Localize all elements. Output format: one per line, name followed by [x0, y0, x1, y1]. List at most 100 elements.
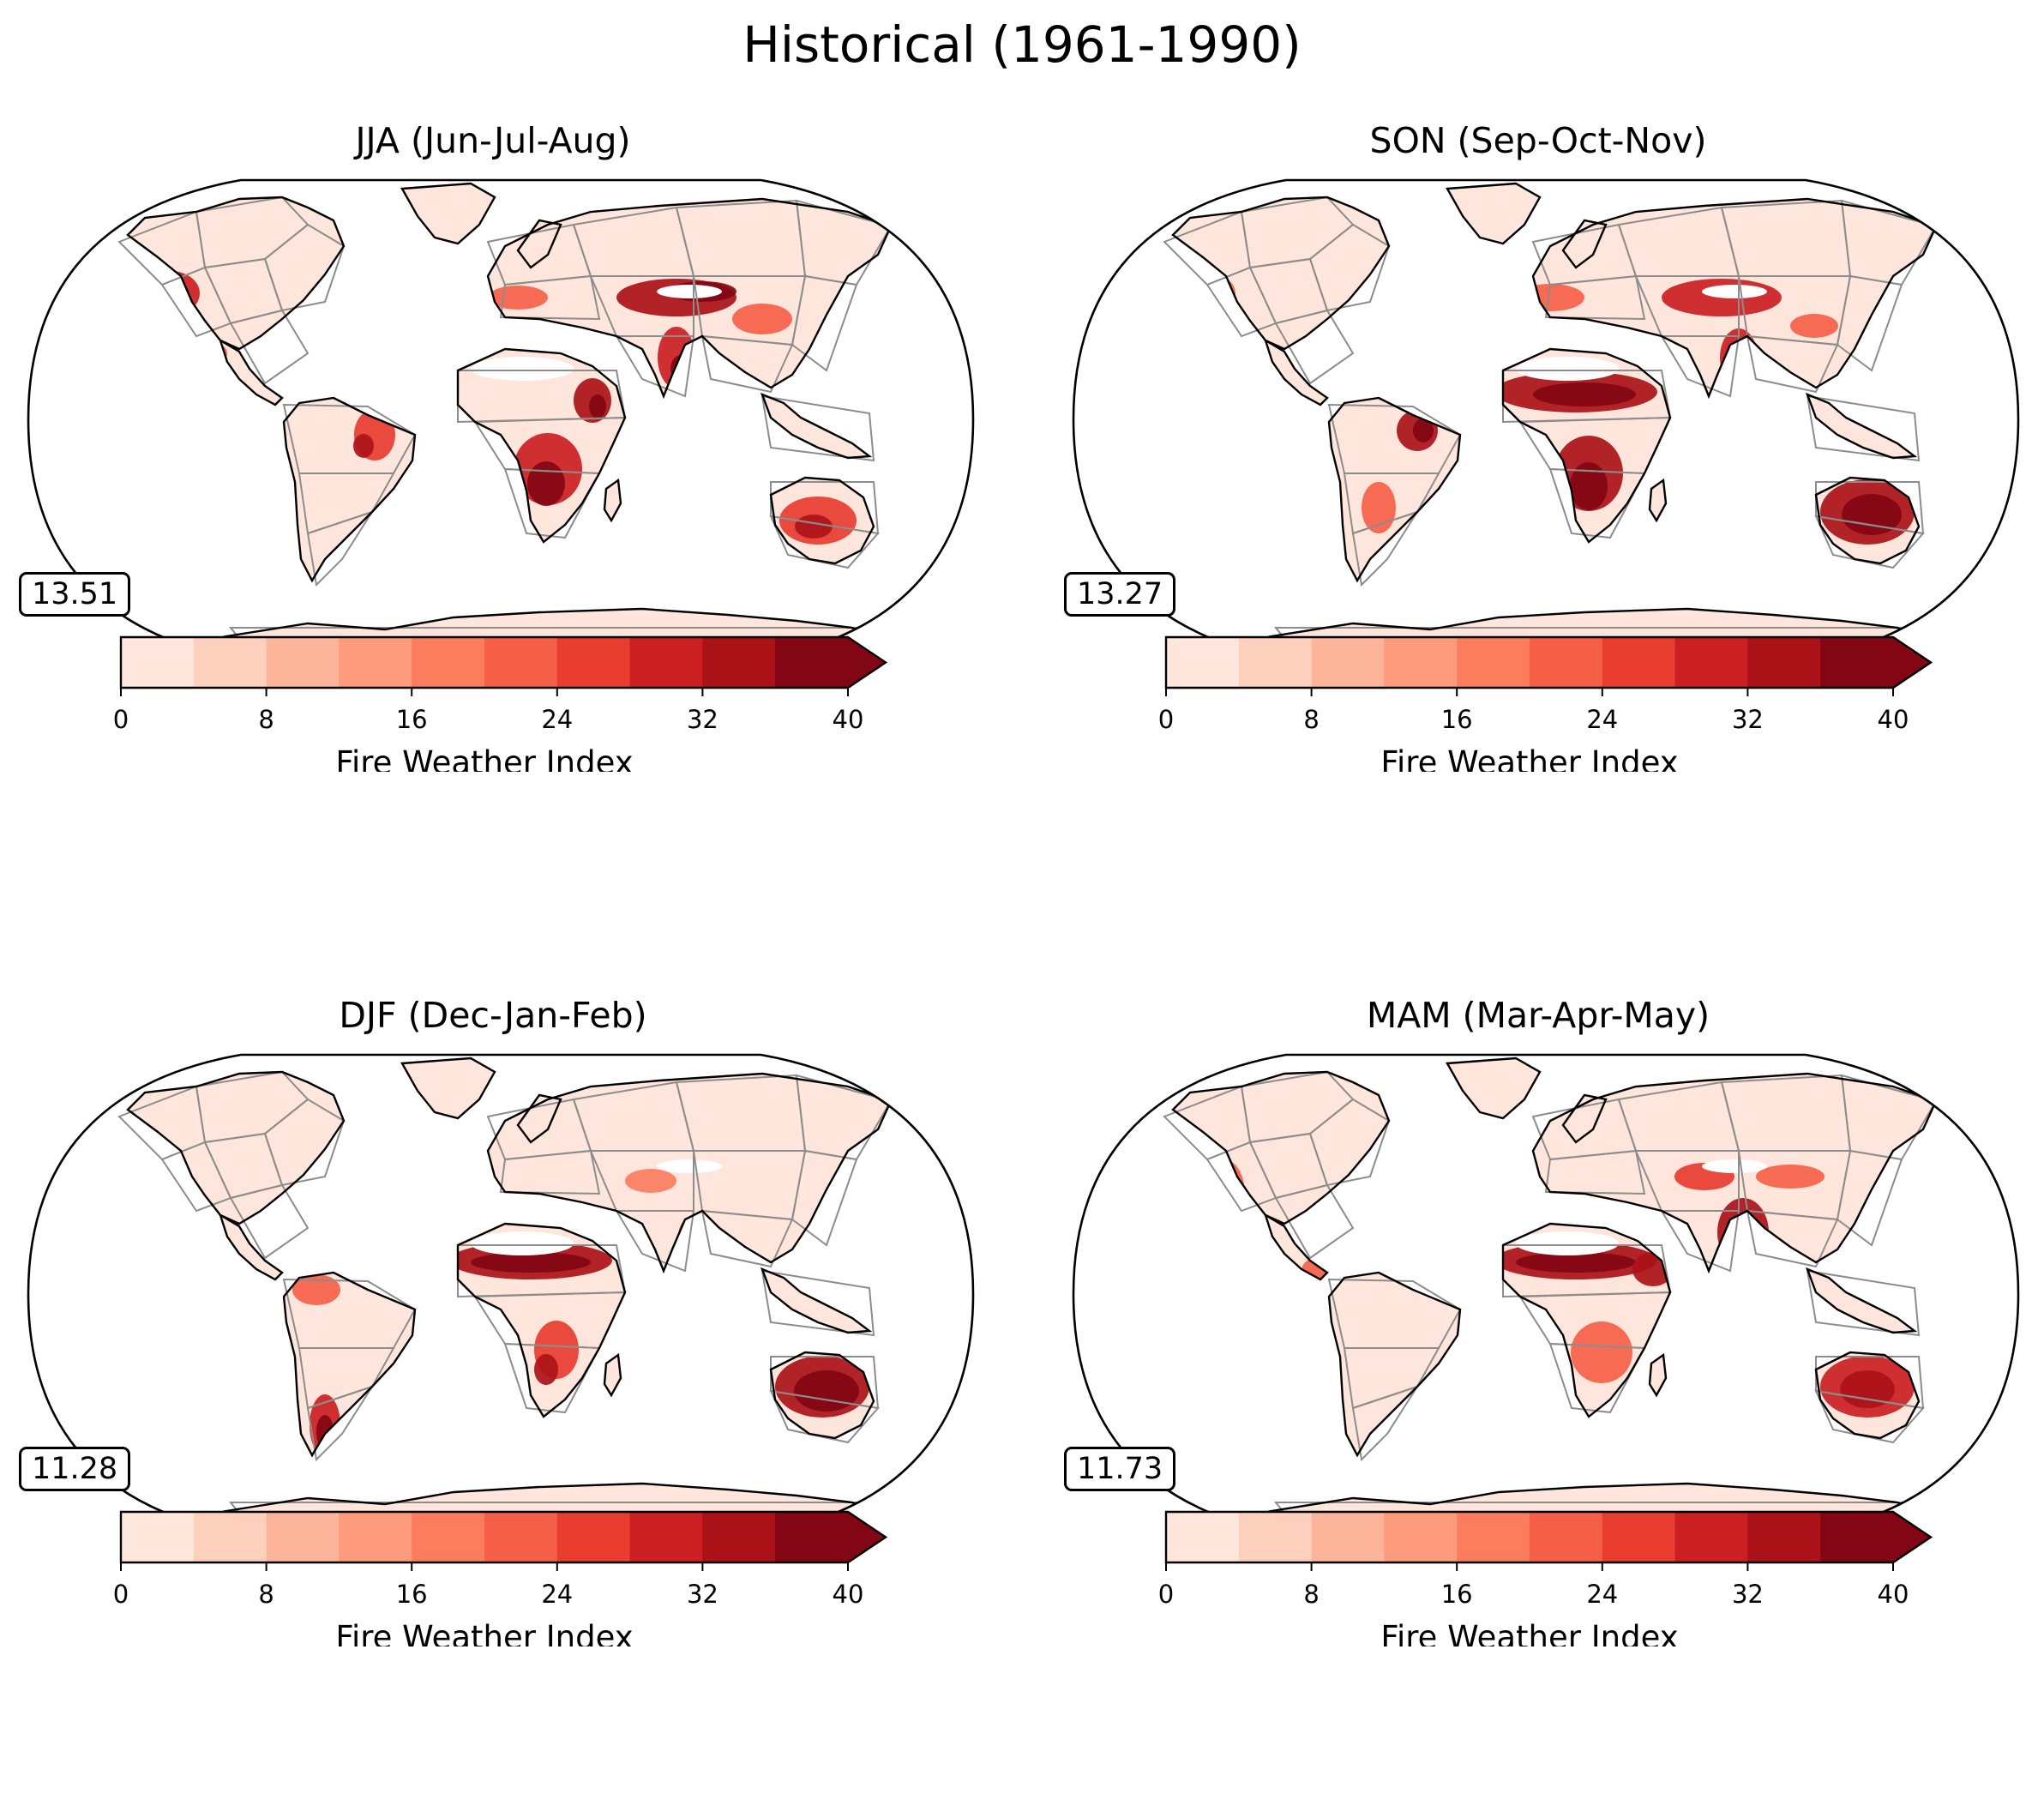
- colorbar-tick-label: 16: [396, 705, 428, 734]
- coastline: [126, 1070, 346, 1225]
- colorbar-tick-label: 24: [1586, 1580, 1618, 1609]
- coastline: [760, 1267, 873, 1334]
- global-mean-label: 11.73: [1064, 1447, 1176, 1491]
- land-scandinavia: [1563, 1095, 1606, 1142]
- colorbar: 0 8 16 24 32 40 Fire Weather Index: [113, 1510, 888, 1646]
- fwi-hotspot: [1362, 482, 1396, 533]
- coastline: [1171, 196, 1391, 351]
- fwi-hotspot: [1533, 382, 1636, 406]
- coastline: [1648, 1352, 1668, 1398]
- coastline: [1805, 392, 1918, 460]
- colorbar: 0 8 16 24 32 40 Fire Weather Index: [113, 635, 888, 772]
- nodata-sahara: [471, 357, 574, 381]
- coastline: [486, 1072, 893, 1274]
- fwi-hotspot: [794, 1370, 859, 1412]
- region-boundary: [306, 1385, 375, 1462]
- region-boundary: [1836, 274, 1903, 372]
- fwi-hotspot: [534, 1354, 558, 1385]
- colorbar-tick-label: 16: [1441, 1580, 1473, 1609]
- colorbar-segment: [412, 1512, 485, 1562]
- colorbar: 0 8 16 24 32 40 Fire Weather Index: [1158, 1510, 1933, 1646]
- colorbar-segment: [1238, 1512, 1313, 1562]
- nodata-sahara: [471, 1231, 574, 1255]
- land-centralAmerica: [1265, 340, 1327, 405]
- region-boundary: [791, 274, 858, 372]
- land-greenland: [402, 184, 495, 244]
- coastline: [1327, 1271, 1462, 1458]
- region-boundary: [1327, 1278, 1462, 1349]
- fwi-hotspot: [1570, 462, 1608, 510]
- colorbar-tick-label: 32: [1732, 1580, 1764, 1609]
- colorbar-segment: [1166, 637, 1240, 688]
- coastline: [222, 607, 886, 659]
- colorbar-segment: [1674, 1512, 1748, 1562]
- colorbar-segment: [775, 1512, 849, 1562]
- land-scandinavia: [518, 1095, 561, 1142]
- region-boundary: [1814, 1389, 1925, 1444]
- land-centralAmerica: [220, 340, 282, 405]
- colorbar-segment: [1820, 1512, 1894, 1562]
- colorbar-segment: [266, 1512, 340, 1562]
- coastline: [1501, 347, 1672, 544]
- coastline: [1814, 1351, 1921, 1440]
- coastline: [1531, 1072, 1938, 1274]
- region-boundary: [791, 1149, 858, 1247]
- colorbar-tick-label: 24: [1586, 705, 1618, 734]
- colorbar-segment: [1674, 637, 1748, 688]
- colorbar-segment: [1602, 637, 1676, 688]
- colorbar-segment: [1530, 1512, 1603, 1562]
- colorbar-segment: [629, 637, 703, 688]
- colorbar-tick-label: 40: [833, 1580, 864, 1609]
- colorbar-segment: [1530, 637, 1603, 688]
- fwi-hotspot: [1840, 1370, 1895, 1408]
- colorbar-segment: [484, 1512, 558, 1562]
- colorbar-extend-arrow: [1893, 637, 1931, 688]
- region-boundary: [1274, 309, 1355, 385]
- coastline: [760, 392, 873, 460]
- colorbar-extend-arrow: [1893, 1512, 1931, 1562]
- world-map: [1072, 1053, 2020, 1536]
- region-boundary: [769, 515, 880, 569]
- fwi-hotspot: [1790, 314, 1838, 338]
- fwi-hotspot: [1571, 1321, 1632, 1383]
- region-boundary: [1327, 403, 1462, 474]
- fwi-hotspot: [527, 461, 565, 506]
- map-panel-son: SON (Sep-Oct-Nov) 13.27 0 8 16 24 32 40 Fire W…: [1049, 120, 2027, 943]
- fwi-hotspot: [1842, 494, 1902, 535]
- colorbar-segment: [1166, 1512, 1240, 1562]
- colorbar-tick-label: 40: [833, 705, 864, 734]
- fwi-hotspot: [471, 1252, 591, 1273]
- fwi-hotspot: [625, 1169, 676, 1193]
- land-southAmerica: [1329, 1273, 1460, 1455]
- colorbar-tick-label: 16: [396, 1580, 428, 1609]
- nodata-taklamakan: [657, 285, 722, 298]
- colorbar-segment: [702, 1512, 776, 1562]
- region-boundary: [229, 309, 310, 385]
- coastline: [1561, 219, 1608, 269]
- colorbar-segment: [1311, 1512, 1385, 1562]
- nodata-sahara: [1516, 1231, 1619, 1255]
- region-boundary: [1544, 1149, 1646, 1195]
- coastline: [1171, 1070, 1391, 1225]
- coastline: [1501, 1222, 1672, 1418]
- colorbar-tick-label: 24: [541, 1580, 573, 1609]
- coastline: [1561, 1093, 1608, 1144]
- colorbar-segment: [702, 637, 776, 688]
- figure-title: Historical (1961-1990): [742, 15, 1302, 74]
- coastline: [603, 478, 622, 523]
- region-boundary: [700, 1209, 794, 1268]
- colorbar-extend-arrow: [848, 637, 886, 688]
- colorbar-tick-label: 16: [1441, 705, 1473, 734]
- coastline: [1531, 197, 1938, 400]
- coastline: [1327, 396, 1462, 583]
- region-boundary: [1548, 1342, 1646, 1414]
- coastline: [1814, 476, 1921, 565]
- colorbar-segment: [1820, 637, 1894, 688]
- region-boundary: [1660, 335, 1740, 398]
- region-boundary: [503, 467, 601, 539]
- colorbar-segment: [556, 637, 631, 688]
- fwi-hotspot: [732, 304, 792, 334]
- region-boundary: [1544, 274, 1646, 321]
- region-boundary: [229, 1183, 310, 1260]
- fwi-hotspot: [1413, 418, 1434, 442]
